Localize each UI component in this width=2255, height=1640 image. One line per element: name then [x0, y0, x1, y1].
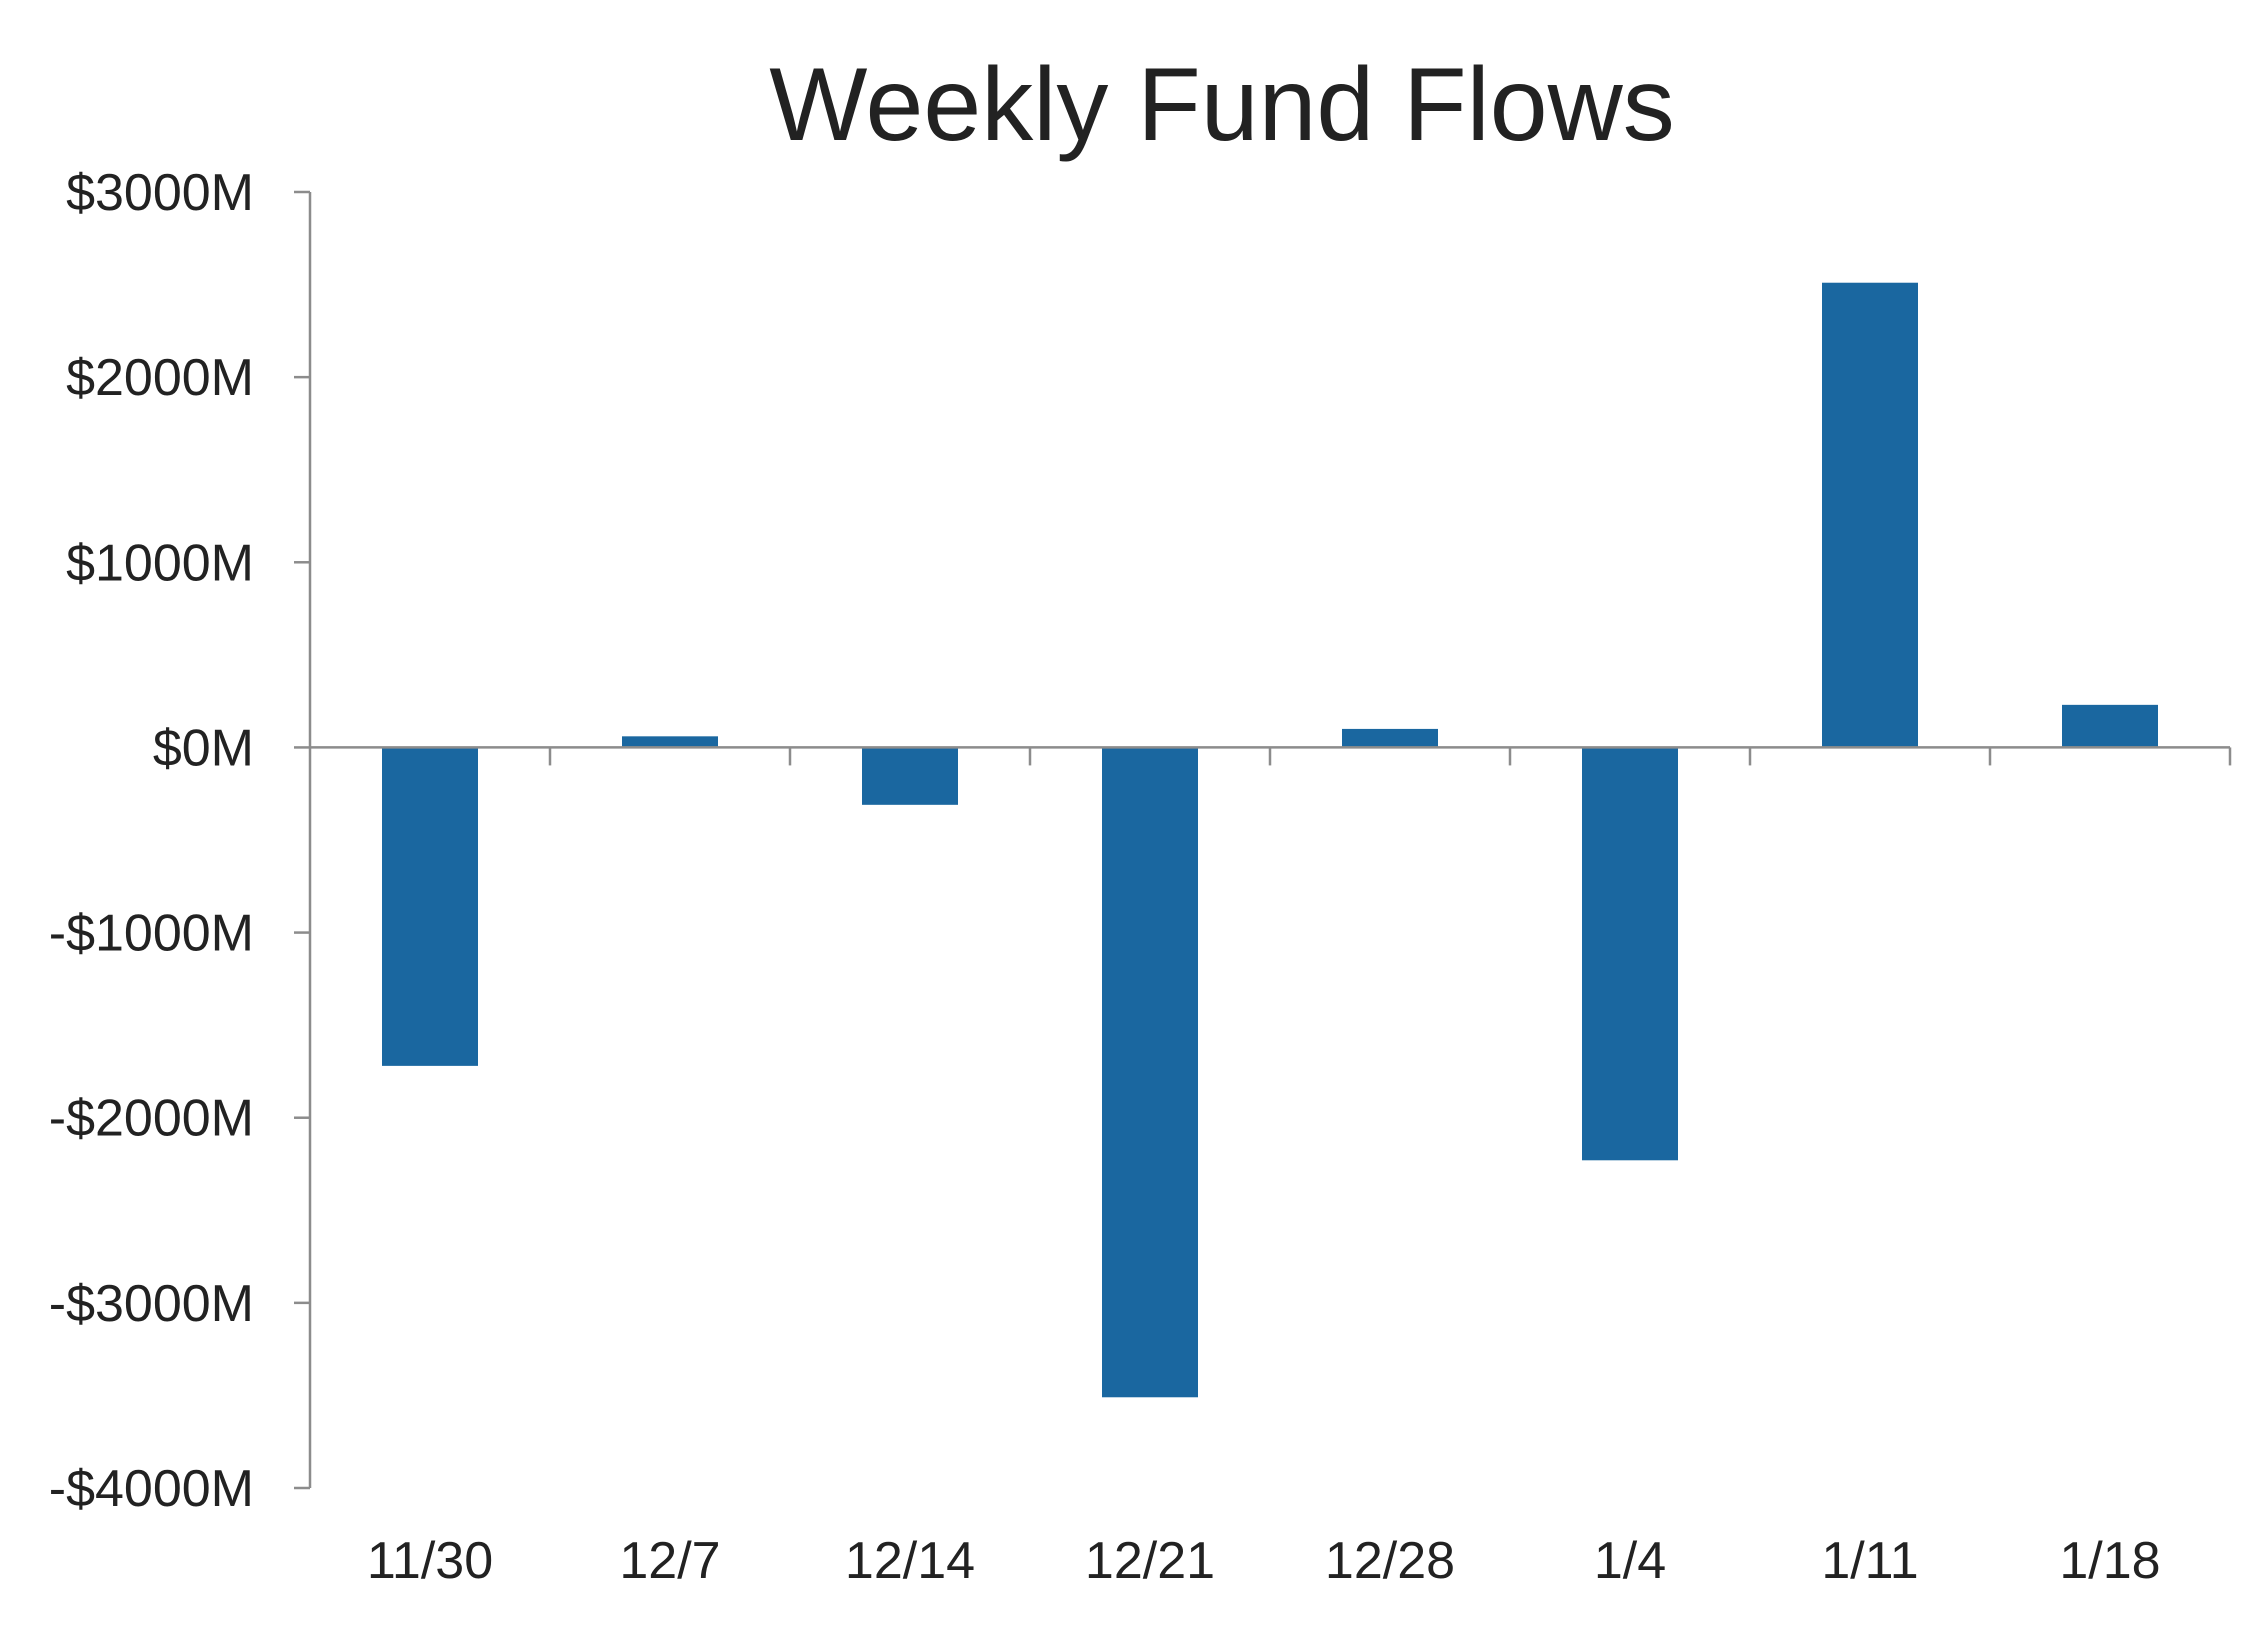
x-axis: 11/30 12/7 12/14 12/21 12/28 1/4 1/11 1/18: [310, 746, 2232, 1590]
bar-1-4: [1582, 747, 1678, 1161]
bar-12-7: [622, 736, 718, 748]
y-tick-label: -$1000M: [49, 905, 254, 963]
x-tick-label: 12/7: [619, 1532, 720, 1590]
bar-12-21: [1102, 747, 1198, 1398]
bar-1-11: [1822, 282, 1918, 748]
bar-12-14: [862, 747, 958, 805]
y-tick-label: -$3000M: [49, 1275, 254, 1333]
x-tick-label: 1/11: [1821, 1532, 1918, 1590]
x-tick-label: 12/21: [1085, 1532, 1215, 1590]
bar-12-28: [1342, 728, 1438, 748]
x-tick-label: 12/28: [1325, 1532, 1455, 1590]
y-tick-label: $2000M: [66, 349, 254, 407]
chart-title: Weekly Fund Flows: [769, 47, 1674, 163]
bar-1-18: [2062, 704, 2158, 748]
y-axis: $3000M $2000M $1000M $0M -$1000M -$2000M -$300…: [49, 164, 312, 1518]
bar-11-30: [382, 747, 478, 1066]
y-tick-label: $3000M: [66, 164, 254, 222]
x-tick-label: 12/14: [845, 1532, 975, 1590]
y-tick-label: -$4000M: [49, 1460, 254, 1518]
y-tick-label: $0M: [153, 719, 254, 777]
bars: [382, 282, 2158, 1398]
y-tick-label: $1000M: [66, 534, 254, 592]
x-tick-label: 11/30: [367, 1532, 493, 1590]
x-tick-label: 1/4: [1594, 1532, 1666, 1590]
y-tick-label: -$2000M: [49, 1090, 254, 1148]
x-tick-label: 1/18: [2059, 1532, 2160, 1590]
